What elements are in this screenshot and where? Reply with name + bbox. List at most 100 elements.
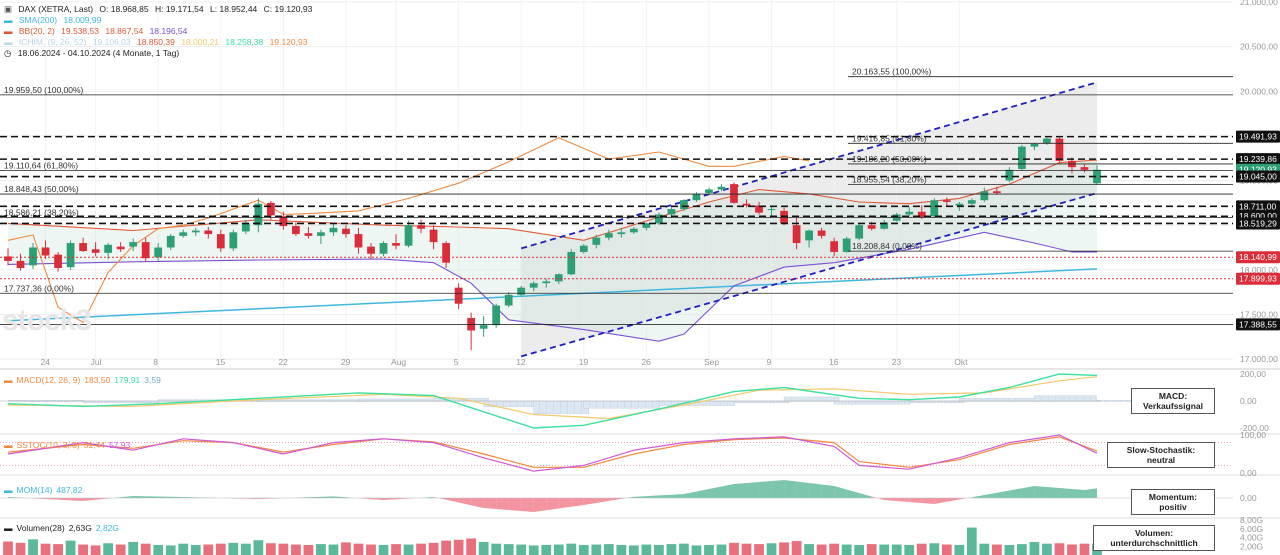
macd-swatch-icon: ▬	[4, 375, 13, 385]
fibonacci-label: 17.737,36 (0,00%)	[4, 283, 74, 293]
macd-histogram-bar	[504, 400, 511, 408]
volume-bar	[453, 539, 464, 555]
momentum-area	[483, 498, 497, 509]
macd-histogram-bar	[818, 396, 826, 402]
volume-bar	[203, 544, 214, 555]
candle-body	[667, 209, 676, 215]
candle-body	[842, 238, 851, 252]
price-tag-bg	[1236, 251, 1280, 264]
stoch-swatch-icon: ▬	[4, 440, 13, 450]
macd-value: 179,91	[114, 375, 141, 385]
momentum-area	[984, 492, 997, 498]
sub-y-tick-label: 6,00G	[1240, 524, 1263, 534]
macd-signal-box: MACD: Verkaufssignal	[1131, 388, 1215, 414]
sub-y-tick-label: 0,00	[1240, 396, 1257, 406]
macd-histogram-bar	[497, 400, 504, 408]
momentum-area	[371, 498, 384, 500]
bb-name: BB(20, 2)	[18, 26, 55, 36]
momentum-area	[120, 496, 134, 498]
momentum-area	[583, 498, 597, 505]
macd-histogram-bar	[540, 400, 547, 414]
volume-bar	[741, 543, 752, 555]
candle-body	[529, 283, 538, 288]
momentum-area	[734, 483, 747, 498]
macd-histogram-bar	[511, 400, 518, 408]
candle-body	[392, 243, 400, 246]
candle-body	[292, 226, 300, 235]
price-tag: 19.045,00	[1236, 170, 1280, 183]
volume-bar	[303, 544, 314, 555]
volume-bar	[766, 543, 777, 555]
volume-bar	[691, 545, 702, 555]
clock-icon: ◷	[4, 48, 12, 58]
candle-body	[730, 184, 738, 203]
macd-histogram-bar	[321, 399, 328, 402]
macd-histogram-bar	[959, 398, 966, 402]
x-tick-label: 12	[516, 357, 526, 367]
y-tick-label: 17.000,00	[1240, 354, 1278, 364]
stoch-signal-box: Slow-Stochastik: neutral	[1107, 442, 1215, 468]
x-tick-label: 9	[767, 357, 772, 367]
price-tag-text: 17.899,93	[1239, 274, 1277, 284]
momentum-area	[683, 491, 697, 498]
stoch-d-line	[7, 436, 1098, 468]
macd-histogram-bar	[721, 400, 729, 406]
ticker-low: L: 18.952,44	[210, 4, 258, 14]
macd-histogram-bar	[272, 399, 279, 402]
mom-signal-text: positiv	[1159, 502, 1187, 512]
bollinger-band-fill	[8, 160, 1097, 342]
candle-body	[229, 232, 238, 249]
momentum-area	[1059, 488, 1072, 498]
sub-y-tick-label: 0,00	[1240, 468, 1257, 478]
x-tick-label: Jul	[91, 357, 102, 367]
momentum-area	[809, 483, 822, 498]
macd-histogram-bar	[421, 398, 428, 402]
legend-sma: ▬ SMA(200) 18.009,99	[4, 15, 105, 25]
macd-histogram-bar	[882, 400, 890, 405]
x-tick-label: 19	[579, 357, 589, 367]
candle-body	[191, 230, 200, 233]
momentum-area	[971, 495, 985, 498]
sma200-line	[7, 268, 1098, 322]
candle-body	[66, 243, 75, 268]
volume-bar	[616, 544, 627, 555]
macd-histogram-bar	[973, 398, 980, 402]
sub-y-tick-label: 100,00	[1240, 430, 1266, 440]
macd-value: 3,59	[144, 375, 161, 385]
macd-histogram-bar	[1034, 395, 1041, 402]
macd-histogram-bar	[1048, 395, 1055, 402]
price-tag-bg	[1236, 170, 1280, 183]
macd-histogram-bar	[414, 398, 421, 402]
candle-body	[367, 246, 375, 254]
ichi-value-1: 19.106,03	[92, 37, 131, 47]
volume-bar	[153, 544, 164, 555]
macd-histogram-bar	[868, 400, 876, 405]
macd-histogram-bar	[554, 400, 561, 414]
candle-body	[91, 249, 100, 253]
candle-body	[342, 228, 350, 235]
macd-histogram-bar	[158, 399, 165, 402]
volume-bar	[578, 544, 589, 555]
momentum-area	[508, 498, 522, 511]
volume-bar	[28, 539, 38, 555]
macd-histogram-bar	[811, 396, 819, 402]
vol-title: Volumen(28)	[16, 523, 65, 533]
macd-histogram-bar	[525, 400, 532, 408]
sub-y-tick-label: 200,00	[1240, 369, 1266, 379]
macd-histogram-bar	[1076, 395, 1083, 402]
volume-bar	[341, 542, 351, 555]
momentum-area	[95, 498, 109, 500]
candle-body	[429, 229, 438, 243]
macd-histogram-bar	[1015, 398, 1022, 402]
volume-bar	[1004, 544, 1015, 555]
macd-histogram-bar	[372, 398, 379, 402]
mom-swatch-icon: ▬	[4, 485, 13, 495]
ichi-value-2: 18.850,39	[137, 37, 175, 47]
candle-body	[1018, 146, 1026, 169]
volume-bar	[541, 544, 552, 555]
volume-bar	[40, 543, 51, 555]
volume-bar	[265, 543, 276, 555]
momentum-area	[1021, 486, 1035, 498]
candle-body	[1043, 138, 1051, 144]
price-tag-bg	[1236, 318, 1280, 331]
